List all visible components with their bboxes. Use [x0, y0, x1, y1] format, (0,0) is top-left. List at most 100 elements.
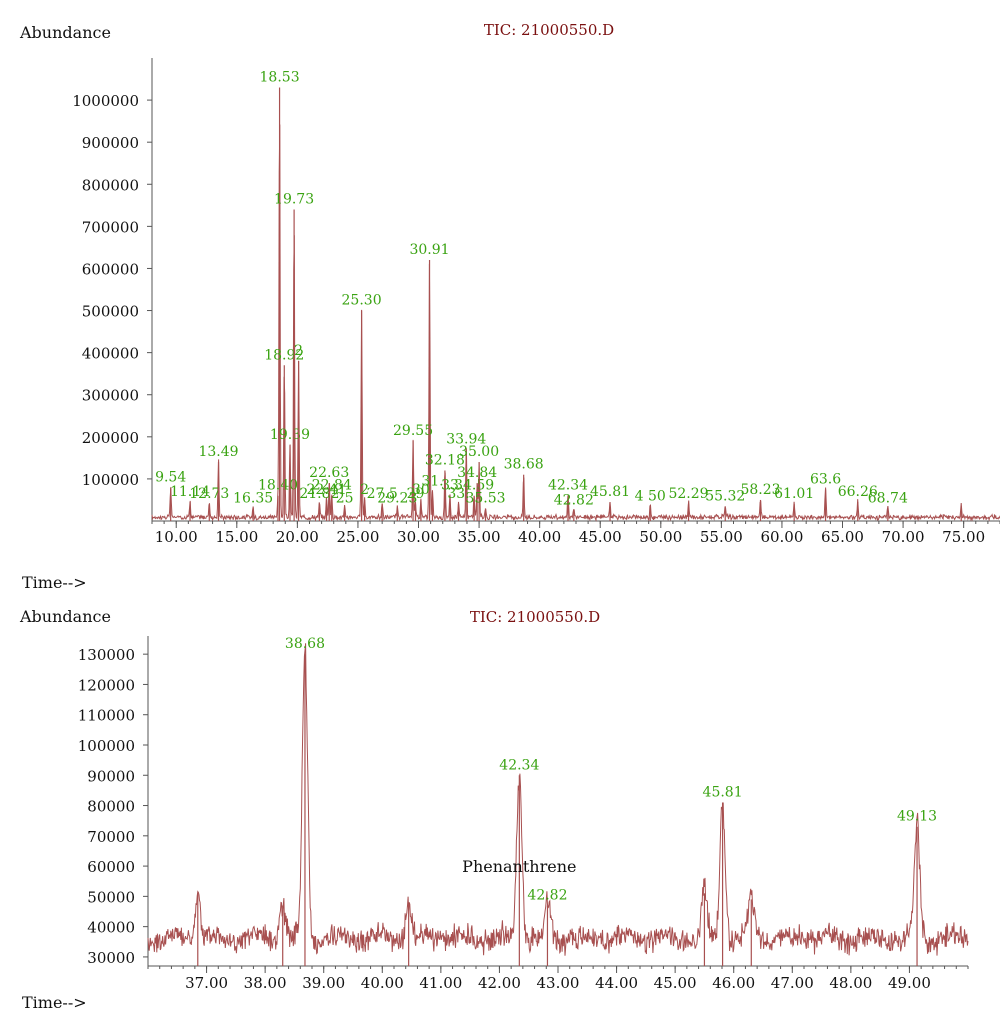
- peak-label: 29.23: [377, 490, 417, 506]
- y-tick-label: 40000: [87, 919, 135, 937]
- peak-label: 18.53: [260, 69, 300, 85]
- x-tick-label: 25.00: [336, 528, 379, 546]
- x-axis-label: Time-->: [22, 573, 87, 592]
- peak-label: 63.6: [810, 471, 841, 487]
- peak-label: 16.35: [233, 490, 273, 506]
- chart-title: TIC: 21000550.D: [470, 608, 600, 626]
- peak-label: 33.94: [446, 431, 486, 447]
- x-axis-label: Time-->: [22, 993, 87, 1012]
- x-tick-label: 20.00: [276, 528, 319, 546]
- y-tick-label: 130000: [78, 646, 135, 664]
- peak-label: 35.00: [459, 444, 499, 460]
- peak-label: 38.68: [504, 457, 544, 473]
- x-tick-label: 15.00: [215, 528, 258, 546]
- peak-label: 9.54: [155, 469, 186, 485]
- y-axis-label: Abundance: [19, 23, 111, 42]
- peak-label: 66.26: [838, 484, 878, 500]
- peak-label: 49.13: [897, 809, 937, 825]
- x-tick-label: 43.00: [537, 974, 580, 992]
- y-tick-label: 30000: [87, 949, 135, 967]
- peak-label: 22.41: [307, 482, 347, 498]
- x-tick-label: 30.00: [397, 528, 440, 546]
- peak-label: 31.: [421, 474, 443, 490]
- chart-panel-2: Abundance TIC: 21000550.D Time--> 30000 4000…: [19, 607, 969, 1012]
- x-tick-label: 39.00: [302, 974, 345, 992]
- y-tick-label: 80000: [87, 798, 135, 816]
- y-tick-label: 700000: [82, 218, 139, 236]
- x-tick-label: 48.00: [829, 974, 872, 992]
- peak-label: 55.32: [705, 488, 745, 504]
- peak-label: 42.82: [527, 887, 567, 903]
- peak-label: 33: [441, 478, 459, 494]
- x-tick-label: 41.00: [419, 974, 462, 992]
- x-tick-label: 50.00: [639, 528, 682, 546]
- peak-label: 13.49: [198, 444, 238, 460]
- x-tick-label: 60.00: [760, 528, 803, 546]
- y-tick-label: 120000: [78, 676, 135, 694]
- y-tick-label: 100000: [78, 737, 135, 755]
- peak-label: 2: [294, 343, 303, 359]
- x-tick-label: 35.00: [458, 528, 501, 546]
- peak-label: 42.34: [548, 478, 588, 494]
- y-tick-label: 300000: [82, 387, 139, 405]
- peak-label: 25.30: [342, 293, 382, 309]
- peak-label: 34.59: [454, 478, 494, 494]
- x-tick-label: 40.00: [518, 528, 561, 546]
- x-tick-label: 38.00: [244, 974, 287, 992]
- y-tick-label: 800000: [82, 176, 139, 194]
- peak-label: 30: [412, 482, 430, 498]
- tic-trace: [151, 124, 1000, 522]
- peak-label: 45.81: [590, 484, 630, 500]
- y-tick-label: 1000000: [72, 92, 139, 110]
- y-axis-label: Abundance: [19, 607, 111, 626]
- compound-annotation: Phenanthrene: [462, 857, 576, 876]
- y-tick-label: 200000: [82, 429, 139, 447]
- chart-panel-1: Abundance TIC: 21000550.D Time--> 100000 200…: [19, 21, 1000, 592]
- x-tick-label: 49.00: [888, 974, 931, 992]
- peak-label: 22.63: [309, 465, 349, 481]
- peak-label: 19.39: [270, 427, 310, 443]
- x-tick-label: 45.00: [579, 528, 622, 546]
- x-tick-label: 42.00: [478, 974, 521, 992]
- peak-label: 18.40: [258, 478, 298, 494]
- y-tick-label: 50000: [87, 888, 135, 906]
- y-tick-label: 900000: [82, 134, 139, 152]
- y-tick-label: 60000: [87, 858, 135, 876]
- peak-label: 68.74: [868, 490, 908, 506]
- x-tick-label: 75.00: [942, 528, 985, 546]
- chart-title: TIC: 21000550.D: [484, 21, 614, 39]
- x-tick-label: 47.00: [771, 974, 814, 992]
- peak-label: 25: [336, 490, 354, 506]
- peak-label: 42.34: [499, 757, 539, 773]
- y-tick-label: 100000: [82, 471, 139, 489]
- y-tick-label: 600000: [82, 260, 139, 278]
- peak-label: 4 50: [635, 488, 666, 504]
- peak-label: 22.84: [312, 478, 352, 494]
- peak-label: 29: [407, 486, 425, 502]
- x-tick-label: 37.00: [185, 974, 228, 992]
- peak-label: 38.68: [285, 636, 325, 652]
- x-tick-label: 70.00: [882, 528, 925, 546]
- x-tick-label: 40.00: [361, 974, 404, 992]
- peak-label: 33.: [447, 486, 469, 502]
- peak-label: 34.84: [457, 465, 497, 481]
- y-tick-label: 90000: [87, 767, 135, 785]
- x-tick-label: 55.00: [700, 528, 743, 546]
- peak-label: 11.14: [170, 484, 210, 500]
- peak-label: 29.55: [393, 423, 433, 439]
- peak-label: 42.82: [554, 492, 594, 508]
- y-tick-label: 110000: [78, 707, 135, 725]
- peak-label: 35.53: [465, 490, 505, 506]
- peak-label: 45.81: [703, 785, 743, 801]
- tic-trace: [147, 643, 969, 956]
- peak-label: 58.23: [740, 482, 780, 498]
- peak-label: 32.18: [425, 452, 465, 468]
- peak-label: 61.01: [774, 486, 814, 502]
- x-tick-label: 46.00: [712, 974, 755, 992]
- x-tick-label: 45.00: [654, 974, 697, 992]
- peak-label: 52.29: [668, 486, 708, 502]
- y-tick-label: 500000: [82, 303, 139, 321]
- y-tick-label: 70000: [87, 828, 135, 846]
- peak-label: 19.73: [274, 192, 314, 208]
